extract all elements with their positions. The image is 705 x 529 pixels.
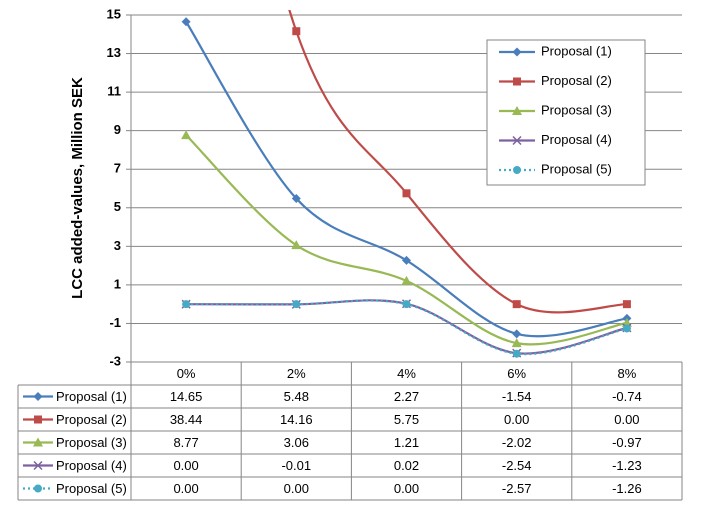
legend-label: Proposal (4)	[541, 132, 612, 147]
plot-area	[181, 10, 632, 358]
y-tick-label: 15	[107, 6, 121, 21]
table-cell: 0.02	[394, 458, 419, 473]
y-tick-label: 9	[114, 122, 121, 137]
table-cell: 0.00	[284, 481, 309, 496]
table-cell: -1.23	[612, 458, 642, 473]
table-cell: 1.21	[394, 435, 419, 450]
table-cell: 3.06	[284, 435, 309, 450]
table-cell: -2.02	[502, 435, 532, 450]
y-tick-label: 5	[114, 199, 121, 214]
y-axis-label: LCC added-values, Million SEK	[69, 77, 86, 299]
table-cell: -2.54	[502, 458, 532, 473]
data-point	[402, 300, 411, 309]
y-tick-label: 7	[114, 161, 121, 176]
legend-label: Proposal (5)	[541, 161, 612, 176]
x-tick-label: 6%	[507, 366, 526, 381]
data-point	[292, 300, 301, 309]
table-cell: -0.74	[612, 389, 642, 404]
table-cell: 38.44	[170, 412, 203, 427]
table-cell: -2.57	[502, 481, 532, 496]
y-tick-label: -1	[109, 315, 121, 330]
legend-marker	[512, 135, 522, 146]
table-row-label: Proposal (3)	[56, 435, 127, 450]
data-point	[291, 240, 302, 250]
table-cell: -1.54	[502, 389, 532, 404]
data-point	[401, 275, 412, 285]
table-cell: 0.00	[614, 412, 639, 427]
data-point	[292, 27, 301, 36]
legend-label: Proposal (2)	[541, 73, 612, 88]
series-line	[185, 21, 628, 338]
y-tick-label: 13	[107, 45, 121, 60]
table-row-label: Proposal (2)	[56, 412, 127, 427]
x-tick-label: 0%	[177, 366, 196, 381]
legend-marker	[512, 47, 522, 57]
data-point	[622, 300, 631, 309]
data-point	[512, 329, 522, 339]
table-cell: -0.01	[281, 458, 311, 473]
table-cell: 0.00	[173, 481, 198, 496]
table-legend-marker	[33, 460, 43, 471]
table-cell: -0.97	[612, 435, 642, 450]
legend-label: Proposal (3)	[541, 102, 612, 117]
legend-label: Proposal (1)	[541, 43, 612, 58]
legend-marker	[512, 106, 522, 115]
series-line	[186, 299, 628, 355]
legend-box	[486, 39, 646, 186]
table-legend-marker	[34, 484, 42, 493]
data-point	[181, 130, 192, 140]
x-tick-label: 2%	[287, 366, 306, 381]
table-legend-marker	[34, 415, 42, 424]
data-point	[512, 349, 521, 358]
table-cell: 0.00	[504, 412, 529, 427]
x-tick-label: 8%	[618, 366, 637, 381]
table-legend-marker	[33, 392, 43, 401]
table-row-label: Proposal (1)	[56, 389, 127, 404]
table-cell: 14.65	[170, 389, 203, 404]
data-point	[291, 194, 301, 204]
table-row-label: Proposal (4)	[56, 458, 127, 473]
y-tick-label: 3	[114, 238, 121, 253]
table-cell: 0.00	[394, 481, 419, 496]
table-cell: 5.48	[284, 389, 309, 404]
table-cell: 2.27	[394, 389, 419, 404]
table-cell: 0.00	[173, 458, 198, 473]
y-tick-label: -3	[109, 353, 121, 368]
data-point	[512, 300, 521, 309]
legend-marker	[513, 77, 521, 86]
table-cell: 8.77	[173, 435, 198, 450]
data-point	[402, 189, 411, 198]
series-line	[288, 10, 627, 314]
x-tick-label: 4%	[397, 366, 416, 381]
data-point	[622, 324, 631, 333]
series-line	[186, 299, 628, 356]
legend-marker	[513, 166, 521, 174]
y-tick-label: 11	[107, 84, 121, 99]
table-row-label: Proposal (5)	[56, 481, 127, 496]
y-tick-label: 1	[114, 276, 121, 291]
table-cell: 14.16	[280, 412, 313, 427]
table-legend-marker	[33, 437, 43, 447]
data-point	[402, 255, 411, 265]
data-point	[181, 17, 191, 27]
data-point	[511, 338, 522, 348]
table-cell: -1.26	[612, 481, 642, 496]
data-point	[182, 300, 191, 309]
table-cell: 5.75	[394, 412, 419, 427]
